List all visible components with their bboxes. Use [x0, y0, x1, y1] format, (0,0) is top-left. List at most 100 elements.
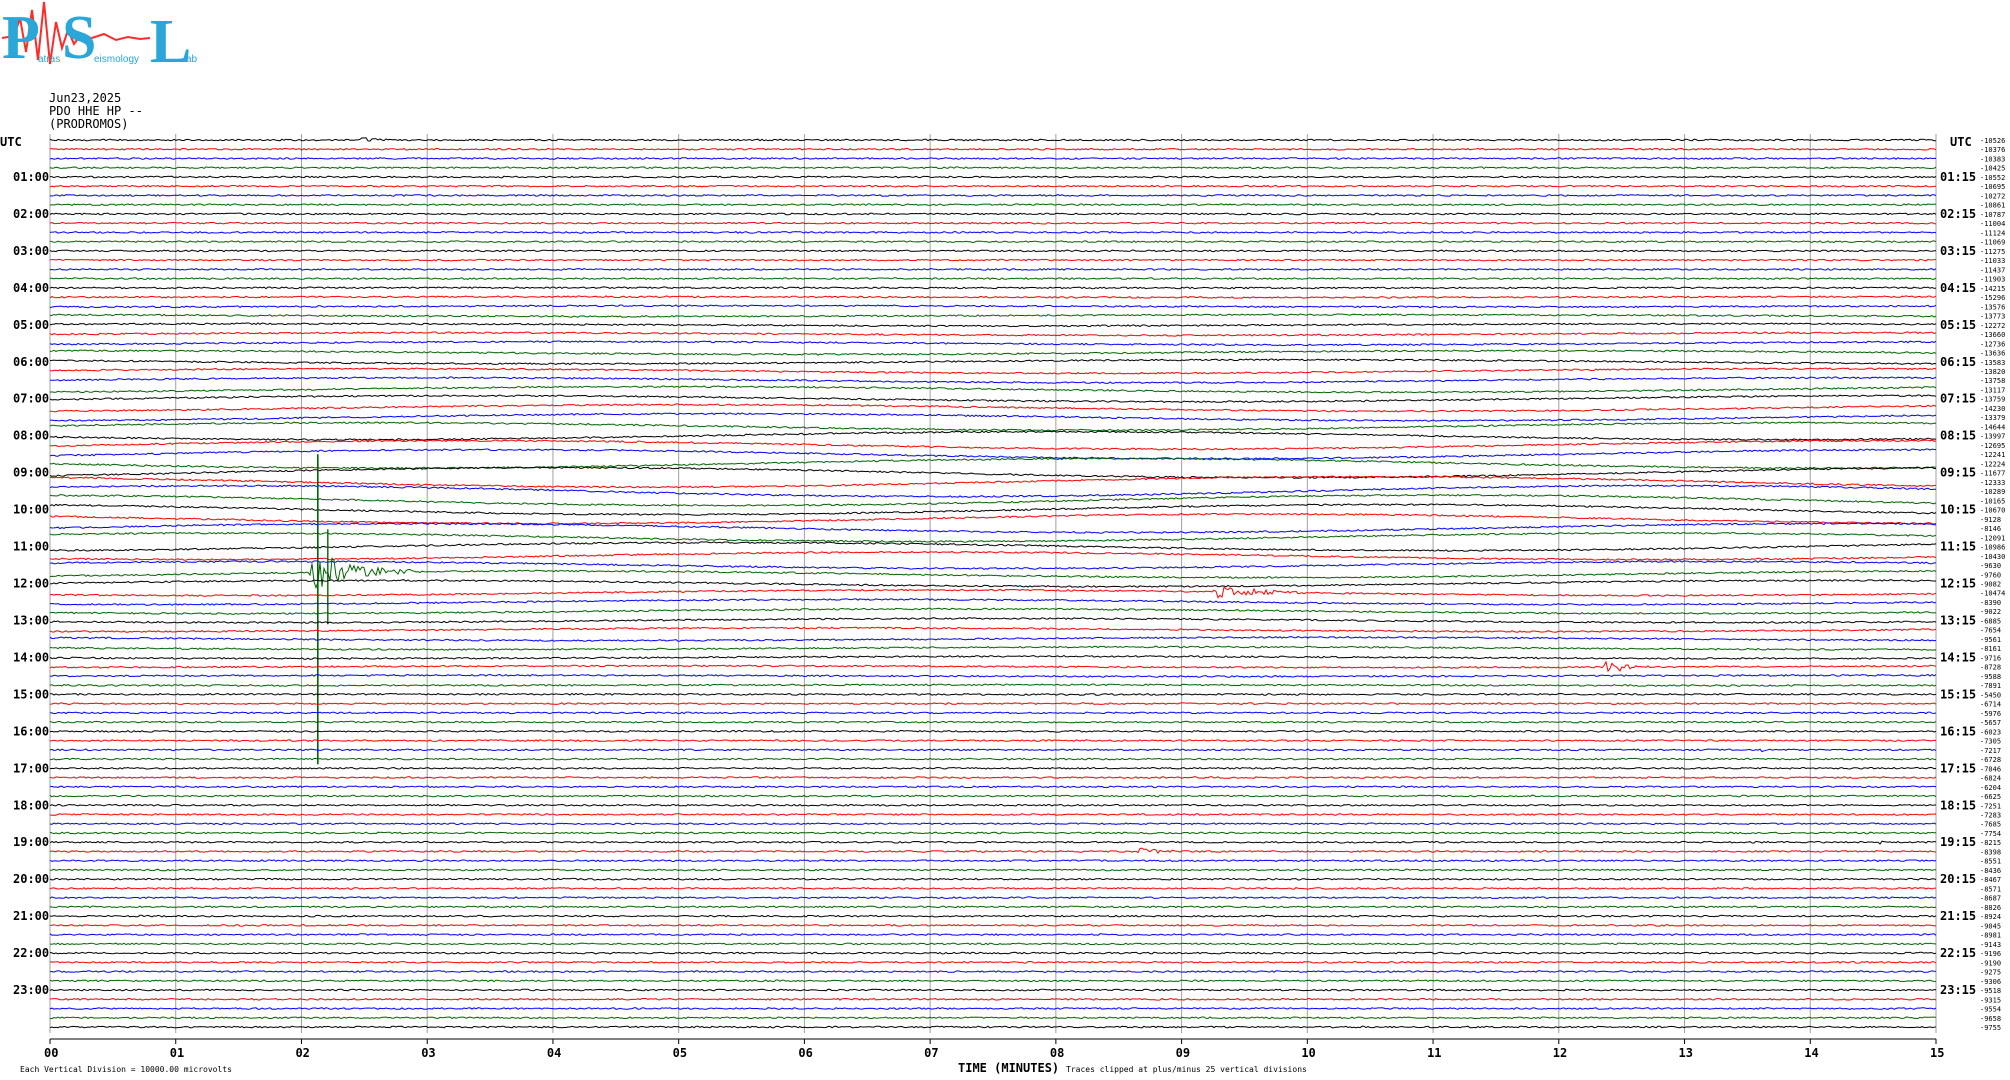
hour-label-left: 08:00: [13, 429, 49, 443]
trace-offset-label: -8981: [1980, 932, 2001, 940]
trace-offset-label: -9716: [1980, 654, 2001, 662]
logo-seismogram-icon: [1, 1, 151, 65]
trace-line: [49, 794, 1937, 798]
trace-offset-label: -13576: [1980, 303, 2005, 311]
trace-line: [49, 702, 1937, 706]
trace-line: [49, 430, 1937, 441]
hour-label-left: 16:00: [13, 724, 49, 738]
x-tick-label: 00: [44, 1046, 58, 1060]
trace-offset-label: -8390: [1980, 599, 2001, 607]
trace-offset-label: -5657: [1980, 719, 2001, 727]
left-axis-title: UTC: [0, 135, 22, 149]
x-tick-label: 01: [170, 1046, 184, 1060]
hour-label-right: 07:15: [1940, 392, 1976, 406]
trace-line: [49, 249, 1937, 253]
trace-line: [49, 493, 1937, 507]
x-axis-label: TIME (MINUTES): [958, 1061, 1059, 1075]
trace-offset-label: -9760: [1980, 571, 2001, 579]
hour-label-right: 01:15: [1940, 170, 1976, 184]
trace-line: [49, 367, 1937, 375]
hour-label-left: 20:00: [13, 872, 49, 886]
trace-line: [49, 914, 1937, 918]
x-tick-label: 07: [924, 1046, 938, 1060]
trace-line: [49, 645, 1937, 651]
trace-line: [49, 970, 1937, 974]
hour-label-right: 14:15: [1940, 650, 1976, 664]
hour-label-right: 09:15: [1940, 466, 1976, 480]
hour-label-right: 16:15: [1940, 724, 1976, 738]
trace-offset-label: -7283: [1980, 811, 2001, 819]
x-tick-label: 05: [673, 1046, 687, 1060]
trace-offset-label: -13660: [1980, 331, 2005, 339]
hour-label-right: 17:15: [1940, 761, 1976, 775]
trace-line: [49, 267, 1937, 271]
trace-line: [49, 988, 1937, 992]
trace-line: [49, 258, 1937, 262]
trace-group: [49, 137, 1937, 1029]
trace-line: [49, 598, 1937, 606]
trace-line: [49, 626, 1937, 633]
trace-line: [49, 776, 1937, 779]
hour-label-right: 15:15: [1940, 687, 1976, 701]
trace-offset-label: -9082: [1980, 581, 2001, 589]
trace-line: [49, 166, 1937, 170]
trace-offset-label: -9554: [1980, 1006, 2001, 1014]
trace-line: [49, 766, 1937, 770]
hour-label-left: 13:00: [13, 613, 49, 627]
trace-offset-label: -12241: [1980, 451, 2005, 459]
trace-line: [49, 277, 1937, 280]
trace-offset-label: -9315: [1980, 996, 2001, 1004]
trace-offset-label: -11677: [1980, 470, 2005, 478]
trace-line: [49, 221, 1937, 225]
trace-line: [49, 203, 1937, 207]
trace-offset-labels: -10526-10376-10383-10425-10552-10695-102…: [1980, 137, 2005, 1032]
trace-line: [49, 295, 1937, 299]
trace-line: [49, 739, 1937, 743]
trace-offset-label: -10787: [1980, 211, 2005, 219]
trace-offset-label: -6625: [1980, 793, 2001, 801]
x-tick-label: 13: [1679, 1046, 1693, 1060]
hour-label-right: 13:15: [1940, 613, 1976, 627]
trace-offset-label: -8215: [1980, 839, 2001, 847]
header-location: (PRODROMOS): [49, 117, 129, 131]
trace-offset-label: -5976: [1980, 710, 2001, 718]
trace-offset-label: -10552: [1980, 174, 2005, 182]
trace-offset-label: -10695: [1980, 183, 2005, 191]
trace-offset-label: -11124: [1980, 229, 2005, 237]
hour-label-left: 02:00: [13, 207, 49, 221]
logo-word-1: atras: [38, 54, 60, 65]
trace-line: [49, 847, 1937, 854]
trace-line: [49, 137, 1936, 142]
trace-offset-label: -12695: [1980, 442, 2005, 450]
right-hour-labels: 01:15 02:15 03:15 04:15 05:15 06:15 07:15 08:15…: [1940, 170, 1976, 997]
trace-offset-label: -9143: [1980, 941, 2001, 949]
trace-offset-label: -12224: [1980, 460, 2005, 468]
trace-line: [49, 385, 1937, 394]
trace-line: [49, 531, 1937, 543]
x-tick-label: 09: [1176, 1046, 1190, 1060]
trace-line: [49, 212, 1937, 216]
trace-line: [49, 175, 1937, 179]
trace-offset-label: -9306: [1980, 978, 2001, 986]
trace-offset-label: -7654: [1980, 627, 2001, 635]
x-tick-label: 10: [1301, 1046, 1315, 1060]
trace-line: [49, 286, 1937, 290]
trace-offset-label: -10430: [1980, 553, 2005, 561]
trace-offset-label: -8826: [1980, 904, 2001, 912]
trace-line: [49, 557, 1937, 590]
trace-line: [49, 157, 1937, 160]
trace-offset-label: -10670: [1980, 507, 2005, 515]
x-tick-label: 11: [1427, 1046, 1441, 1060]
logo-letter-s: S: [62, 4, 96, 72]
hour-label-right: 20:15: [1940, 872, 1976, 886]
trace-line: [49, 313, 1937, 318]
trace-line: [49, 376, 1937, 385]
hour-label-left: 19:00: [13, 835, 49, 849]
trace-line: [49, 457, 1937, 470]
trace-line: [49, 960, 1937, 964]
trace-offset-label: -8551: [1980, 858, 2001, 866]
trace-offset-label: -10272: [1980, 192, 2005, 200]
trace-offset-label: -13773: [1980, 313, 2005, 321]
hour-label-left: 04:00: [13, 281, 49, 295]
hour-label-right: 05:15: [1940, 318, 1976, 332]
